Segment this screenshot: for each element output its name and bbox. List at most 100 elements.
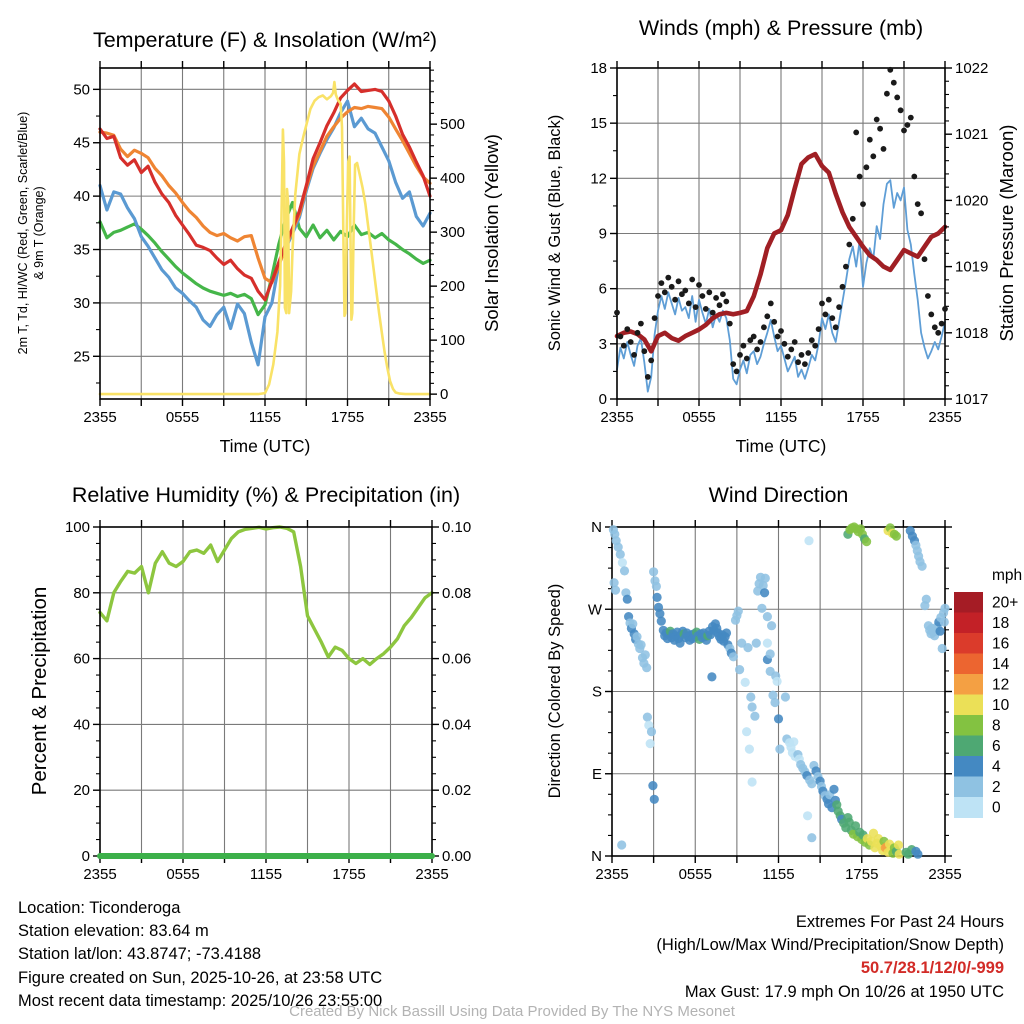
svg-text:2355: 2355: [928, 409, 961, 426]
credit-line: Created By Nick Bassill Using Data Provi…: [289, 1003, 735, 1020]
extremes-summary: Extremes For Past 24 Hours (High/Low/Max…: [656, 911, 1004, 1004]
svg-text:1155: 1155: [765, 409, 797, 426]
svg-text:100: 100: [65, 519, 90, 536]
station-location: Location: Ticonderoga: [18, 899, 181, 917]
svg-text:0555: 0555: [166, 866, 199, 883]
svg-text:mph: mph: [992, 567, 1022, 584]
temperature-insolation-plot: 2355 0555 1155 1755 235525303540455001002003…: [73, 61, 465, 426]
svg-text:300: 300: [440, 224, 465, 241]
chart-title-wind-direction: Wind Direction: [708, 483, 849, 507]
svg-text:16: 16: [992, 635, 1009, 652]
svg-text:0555: 0555: [682, 409, 715, 426]
max-gust-line: Max Gust: 17.9 mph On 10/26 at 1950 UTC: [684, 982, 1004, 1001]
svg-text:2355: 2355: [83, 409, 116, 426]
axis-tick-labels: 2355 0555 1155 1755 235503691215181017101810…: [590, 60, 988, 426]
svg-text:15: 15: [590, 115, 607, 132]
svg-text:E: E: [592, 766, 602, 783]
svg-text:2355: 2355: [415, 866, 448, 883]
svg-text:0.04: 0.04: [442, 716, 471, 733]
svg-text:1022: 1022: [955, 60, 988, 77]
svg-text:0: 0: [440, 386, 448, 403]
svg-text:2355: 2355: [928, 866, 961, 883]
svg-text:2355: 2355: [595, 866, 628, 883]
svg-text:80: 80: [73, 585, 90, 602]
svg-text:200: 200: [440, 278, 465, 295]
svg-text:0: 0: [992, 799, 1001, 816]
yaxis-label-percent-precip: Percent & Precipitation: [28, 586, 51, 796]
svg-text:1021: 1021: [955, 126, 988, 143]
yaxis-label-direction: Direction (Colored By Speed): [546, 583, 564, 799]
svg-text:500: 500: [440, 116, 465, 133]
svg-text:2: 2: [992, 779, 1001, 796]
svg-text:0: 0: [82, 848, 90, 865]
yaxis-label-wind-left: Sonic Wind & Gust (Blue, Black): [546, 114, 564, 352]
figure-created-timestamp: Figure created on Sun, 2025-10-26, at 23…: [18, 968, 383, 987]
svg-text:12: 12: [992, 676, 1009, 693]
svg-text:30: 30: [73, 295, 90, 312]
svg-text:9: 9: [599, 226, 607, 243]
extremes-subheading: (High/Low/Max Wind/Precipitation/Snow De…: [656, 936, 1004, 955]
speed-colorbar: mph 20+ 18 16 14 12 10 8 6 4 2 0: [954, 567, 1022, 818]
svg-text:1755: 1755: [332, 866, 365, 883]
svg-text:6: 6: [599, 281, 607, 298]
svg-text:1019: 1019: [955, 259, 988, 276]
yaxis-label-temperature-left: 2m T, Td, HI/WC (Red, Green, Scarlet/Blu…: [15, 53, 47, 413]
svg-text:N: N: [591, 848, 602, 865]
svg-text:S: S: [592, 684, 602, 701]
svg-text:3: 3: [599, 336, 607, 353]
series-sonic-wind-blue: [616, 179, 946, 393]
svg-text:100: 100: [440, 332, 465, 349]
axis-tick-labels: 2355 0555 1155 1755 23550204060801000.000.02…: [65, 519, 471, 883]
svg-text:0.10: 0.10: [442, 519, 471, 536]
series-gust-black-dots: [614, 66, 948, 380]
yaxis-label-pressure-right: Station Pressure (Maroon): [996, 124, 1017, 342]
extremes-heading: Extremes For Past 24 Hours: [795, 913, 1004, 931]
yaxis-label-insolation-right: Solar Insolation (Yellow): [481, 134, 502, 332]
wind-direction-plot: 2355 0555 1155 1755 2355NESWNmph20+181614121…: [588, 519, 1022, 883]
svg-text:1017: 1017: [955, 391, 988, 408]
gridlines: [617, 68, 945, 399]
svg-text:1755: 1755: [846, 409, 879, 426]
series-station-pressure-maroon: [614, 151, 948, 354]
series-relative-humidity-green: [98, 525, 434, 667]
extremes-values: 50.7/28.1/12/0/-999: [860, 959, 1004, 978]
svg-text:25: 25: [73, 348, 90, 365]
series-dew-point-green: [98, 200, 432, 317]
winds-pressure-plot: 2355 0555 1155 1755 235503691215181017101810…: [590, 60, 988, 426]
svg-text:2355: 2355: [600, 409, 633, 426]
svg-text:45: 45: [73, 135, 90, 152]
svg-text:1020: 1020: [955, 192, 988, 209]
xaxis-label-time-utc-left: Time (UTC): [219, 436, 311, 456]
svg-text:1755: 1755: [845, 866, 878, 883]
gridlines: [612, 527, 945, 856]
axis-ticks: [610, 61, 952, 406]
station-latlon: Station lat/lon: 43.8747; -73.4188: [18, 945, 262, 964]
svg-text:400: 400: [440, 170, 465, 187]
svg-text:18: 18: [992, 615, 1009, 632]
axis-ticks: [605, 520, 952, 863]
most-recent-data-timestamp: Most recent data timestamp: 2025/10/26 2…: [18, 991, 383, 1010]
svg-text:10: 10: [992, 697, 1010, 714]
series-9m-temp-orange: [98, 104, 432, 285]
svg-text:18: 18: [590, 60, 607, 77]
gridlines: [100, 527, 432, 856]
svg-text:0.00: 0.00: [442, 848, 471, 865]
svg-text:N: N: [591, 519, 602, 536]
xaxis-label-time-utc-right: Time (UTC): [735, 436, 827, 456]
series-wind-direction-dots: [608, 522, 950, 859]
yaxis-label-temperature-line2: & 9m T (Orange): [32, 186, 46, 280]
svg-text:12: 12: [590, 170, 607, 187]
svg-text:35: 35: [73, 242, 90, 259]
svg-text:0.06: 0.06: [442, 651, 471, 668]
series-2m-temp-red: [98, 82, 432, 302]
svg-text:1155: 1155: [762, 866, 794, 883]
svg-text:4: 4: [992, 758, 1001, 775]
series-wind-chill-blue: [98, 99, 432, 367]
station-elevation: Station elevation: 83.64 m: [18, 922, 209, 941]
series-solar-insolation-yellow: [98, 80, 432, 396]
svg-text:2355: 2355: [83, 866, 116, 883]
axis-ticks: [93, 61, 437, 406]
svg-text:20+: 20+: [992, 594, 1018, 611]
